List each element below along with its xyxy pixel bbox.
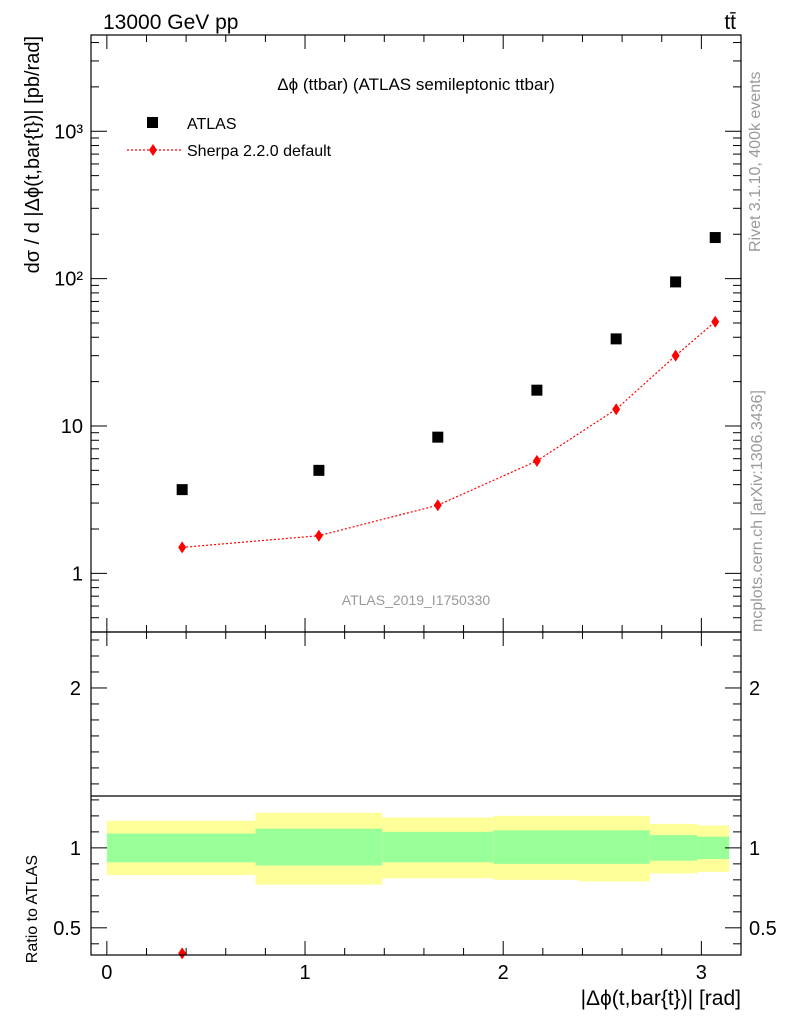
ratio-band-inner xyxy=(255,828,383,866)
atlas-point xyxy=(709,232,721,244)
atlas-point xyxy=(531,384,543,396)
ratio-band-inner xyxy=(493,830,579,864)
analysis-id: ATLAS_2019_I1750330 xyxy=(342,592,491,608)
ratio-y-tick-label-right: 1 xyxy=(749,838,760,860)
x-axis-label: |Δϕ(t,bar{t})| [rad] xyxy=(581,987,741,1010)
main-marks xyxy=(176,232,721,554)
x-tick-label: 0 xyxy=(101,962,112,984)
y-tick-label: 10³ xyxy=(54,121,83,143)
ratio-y-label: Ratio to ATLAS xyxy=(24,855,41,963)
main-y-axis: 1 10 10² 10³ xyxy=(54,35,742,633)
ratio-axes: 0.5 0.5 1 1 2 2 0 1 2 3 xyxy=(53,632,777,984)
beam-label: 13000 GeV pp xyxy=(103,11,238,34)
chart-title: Δϕ (ttbar) (ATLAS semileptonic ttbar) xyxy=(277,75,555,94)
legend-atlas-label: ATLAS xyxy=(187,116,237,133)
ratio-y-tick-label-left: 2 xyxy=(70,678,81,700)
x-tick-label: 2 xyxy=(498,962,509,984)
ratio-bands xyxy=(106,812,730,885)
ratio-y-tick-label-left: 0.5 xyxy=(53,918,81,940)
process-label: tt̄ xyxy=(724,11,736,34)
sherpa-point xyxy=(532,454,541,467)
sherpa-point xyxy=(314,529,323,542)
atlas-point xyxy=(176,484,188,496)
y-tick-label: 1 xyxy=(72,563,83,585)
ratio-y-tick-label-right: 2 xyxy=(749,678,760,700)
ratio-band-inner xyxy=(578,830,650,864)
ratio-panel: 0.5 0.5 1 1 2 2 0 1 2 3 Ratio to ATLAS |Δϕ(t,bar{… xyxy=(24,631,777,1010)
ratio-frame xyxy=(90,631,742,956)
x-tick-label: 1 xyxy=(299,962,310,984)
y-tick-label: 10 xyxy=(61,416,83,438)
main-panel: 1 10 10² 10³ Δϕ (ttbar) (ATLAS semileptonic… xyxy=(22,34,742,633)
sherpa-point xyxy=(711,315,720,328)
ratio-marks xyxy=(178,947,187,960)
main-y-label: dσ / d |Δϕ(t,bar{t})| [pb/rad] xyxy=(22,36,44,273)
sherpa-point xyxy=(671,349,680,362)
ratio-y-tick-label-left: 1 xyxy=(70,838,81,860)
sherpa-point xyxy=(433,499,442,512)
ratio-band-inner xyxy=(106,833,256,863)
sherpa-point xyxy=(178,541,187,554)
y-tick-label: 10² xyxy=(54,269,83,291)
legend-sherpa-label: Sherpa 2.2.0 default xyxy=(187,143,332,160)
atlas-point xyxy=(610,333,622,345)
atlas-point xyxy=(432,431,444,443)
atlas-point xyxy=(313,464,325,476)
ratio-y-tick-label-right: 0.5 xyxy=(749,918,777,940)
legend: ATLAS Sherpa 2.2.0 default xyxy=(127,116,332,160)
site-label: mcplots.cern.ch [arXiv:1306.3436] xyxy=(749,390,766,632)
sherpa-line xyxy=(182,321,716,548)
ratio-band-inner xyxy=(382,831,494,863)
atlas-point xyxy=(670,276,682,288)
ratio-band-inner xyxy=(649,835,698,861)
sherpa-point xyxy=(612,403,621,416)
legend-atlas-marker xyxy=(147,117,158,128)
ratio-band-inner xyxy=(697,836,730,860)
x-tick-label: 3 xyxy=(696,962,707,984)
ratio-sherpa-point xyxy=(178,947,187,960)
legend-sherpa-marker xyxy=(149,144,157,156)
rivet-label: Rivet 3.1.10, 400k events xyxy=(747,71,764,252)
